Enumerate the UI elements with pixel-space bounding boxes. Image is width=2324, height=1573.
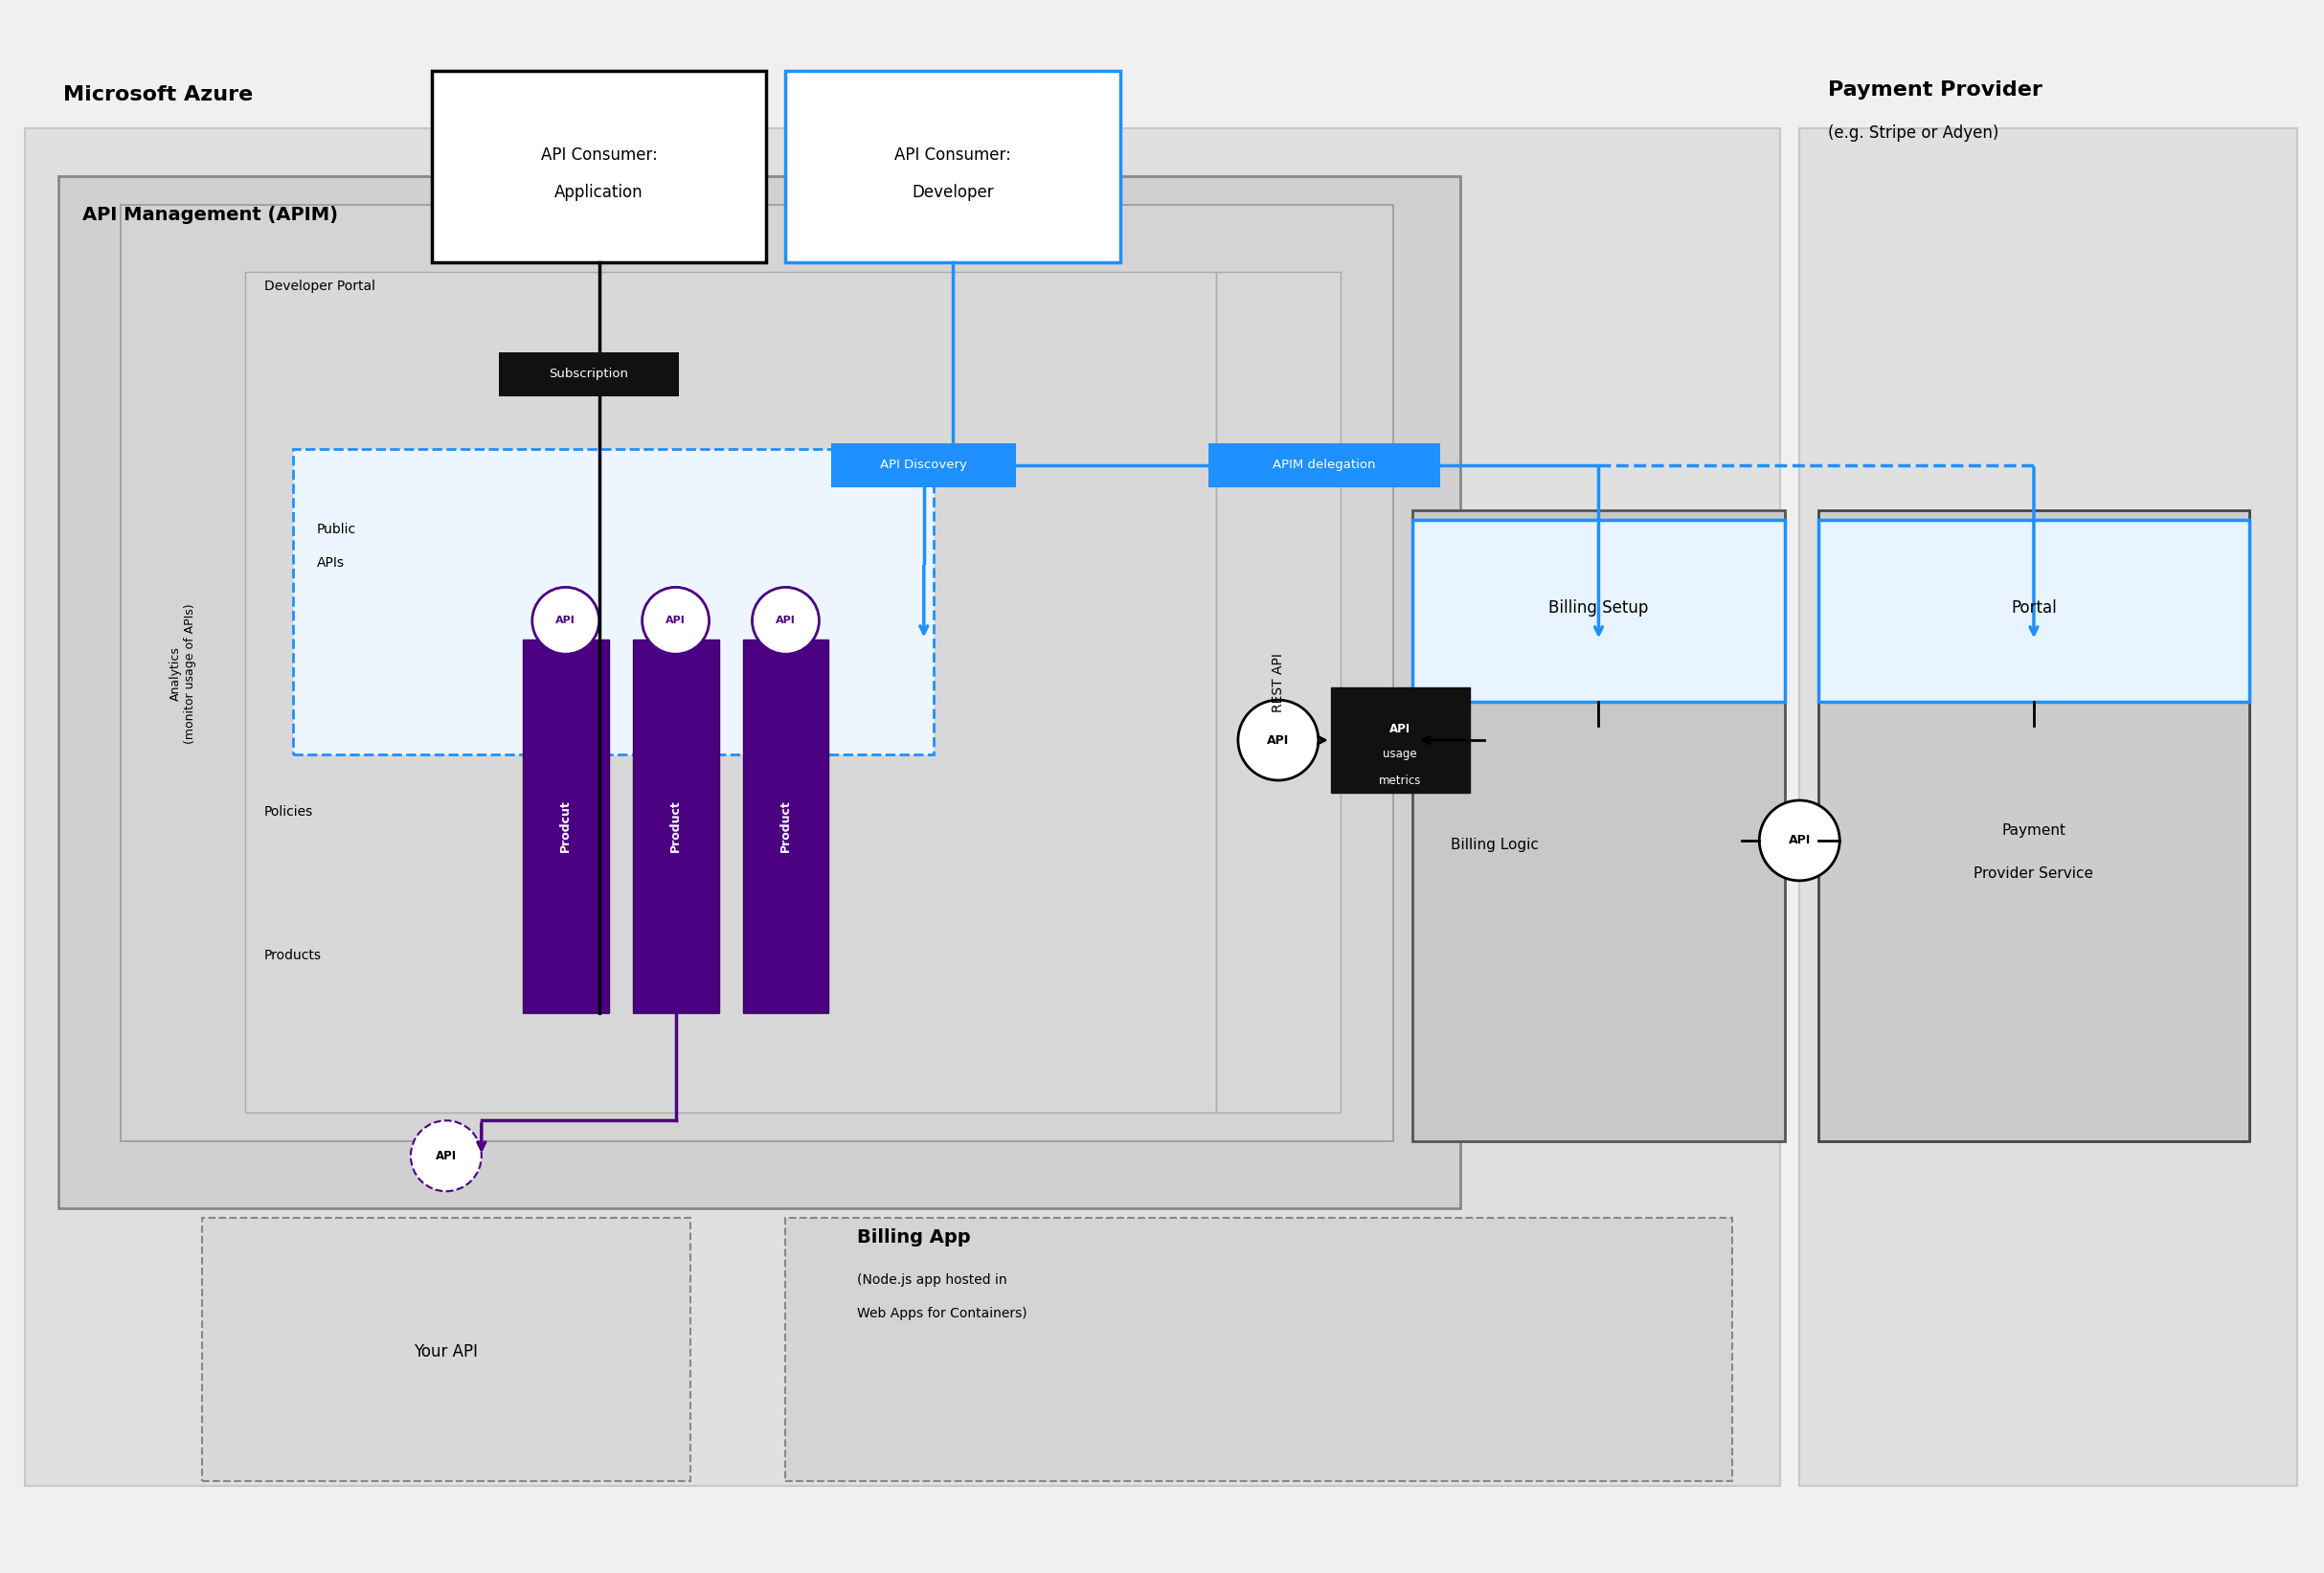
Circle shape xyxy=(753,587,818,654)
Text: API Consumer:: API Consumer: xyxy=(541,146,658,164)
Bar xyxy=(58,176,1459,1208)
Bar xyxy=(1208,444,1441,488)
Text: API Management (APIM): API Management (APIM) xyxy=(84,206,339,223)
Text: API Consumer:: API Consumer: xyxy=(895,146,1011,164)
Bar xyxy=(786,71,1120,263)
Text: Prodcut: Prodcut xyxy=(560,801,572,853)
Text: Application: Application xyxy=(555,184,644,201)
Text: APIM delegation: APIM delegation xyxy=(1274,459,1376,470)
Text: API: API xyxy=(776,617,795,626)
Bar xyxy=(500,352,679,396)
Text: Billing App: Billing App xyxy=(858,1229,971,1246)
Text: API: API xyxy=(1390,722,1411,735)
Text: Products: Products xyxy=(265,949,321,963)
Text: usage: usage xyxy=(1383,747,1418,760)
Text: Developer Portal: Developer Portal xyxy=(265,280,376,293)
Circle shape xyxy=(1759,801,1841,881)
Text: Microsoft Azure: Microsoft Azure xyxy=(63,85,253,104)
Text: API: API xyxy=(1267,735,1290,746)
Bar xyxy=(26,129,1780,1485)
Bar xyxy=(1332,687,1469,793)
Text: Payment Provider: Payment Provider xyxy=(1829,80,2043,99)
Bar xyxy=(293,448,934,755)
Text: API: API xyxy=(555,617,576,626)
Circle shape xyxy=(1239,700,1318,780)
Bar xyxy=(246,272,1215,1114)
Text: Billing Logic: Billing Logic xyxy=(1450,838,1538,853)
Text: Product: Product xyxy=(669,801,681,853)
Bar xyxy=(121,204,1392,1142)
Bar xyxy=(632,640,718,1013)
Bar xyxy=(1413,511,1785,1142)
Text: API Discovery: API Discovery xyxy=(881,459,967,470)
Bar xyxy=(202,1218,690,1480)
Bar xyxy=(786,1218,1731,1480)
Text: API: API xyxy=(435,1150,458,1162)
Text: Provider Service: Provider Service xyxy=(1973,867,2094,881)
Text: Payment: Payment xyxy=(2001,824,2066,838)
Text: REST API: REST API xyxy=(1271,653,1285,713)
Text: Public: Public xyxy=(316,524,356,536)
Text: Subscription: Subscription xyxy=(548,368,627,381)
Bar xyxy=(1799,129,2296,1485)
Text: Developer: Developer xyxy=(911,184,995,201)
Text: (Node.js app hosted in: (Node.js app hosted in xyxy=(858,1274,1006,1287)
Bar xyxy=(1820,511,2250,1142)
Text: API: API xyxy=(1789,834,1810,846)
Bar xyxy=(1413,521,1785,702)
Bar xyxy=(744,640,830,1013)
Circle shape xyxy=(411,1120,481,1191)
Bar xyxy=(832,444,1016,488)
Text: API: API xyxy=(665,617,686,626)
Text: Your API: Your API xyxy=(414,1343,479,1361)
Bar xyxy=(432,71,767,263)
Text: Portal: Portal xyxy=(2010,599,2057,617)
Text: Billing Setup: Billing Setup xyxy=(1548,599,1648,617)
Text: Product: Product xyxy=(779,801,792,853)
Circle shape xyxy=(532,587,600,654)
Bar xyxy=(1820,521,2250,702)
Text: Analytics
(monitor usage of APIs): Analytics (monitor usage of APIs) xyxy=(170,602,198,744)
Text: Web Apps for Containers): Web Apps for Containers) xyxy=(858,1307,1027,1320)
Bar xyxy=(523,640,609,1013)
Text: (e.g. Stripe or Adyen): (e.g. Stripe or Adyen) xyxy=(1829,124,1999,142)
Text: metrics: metrics xyxy=(1378,774,1422,786)
Text: APIs: APIs xyxy=(316,557,344,569)
Bar xyxy=(1215,272,1341,1114)
Text: Policies: Policies xyxy=(265,805,314,818)
Circle shape xyxy=(641,587,709,654)
